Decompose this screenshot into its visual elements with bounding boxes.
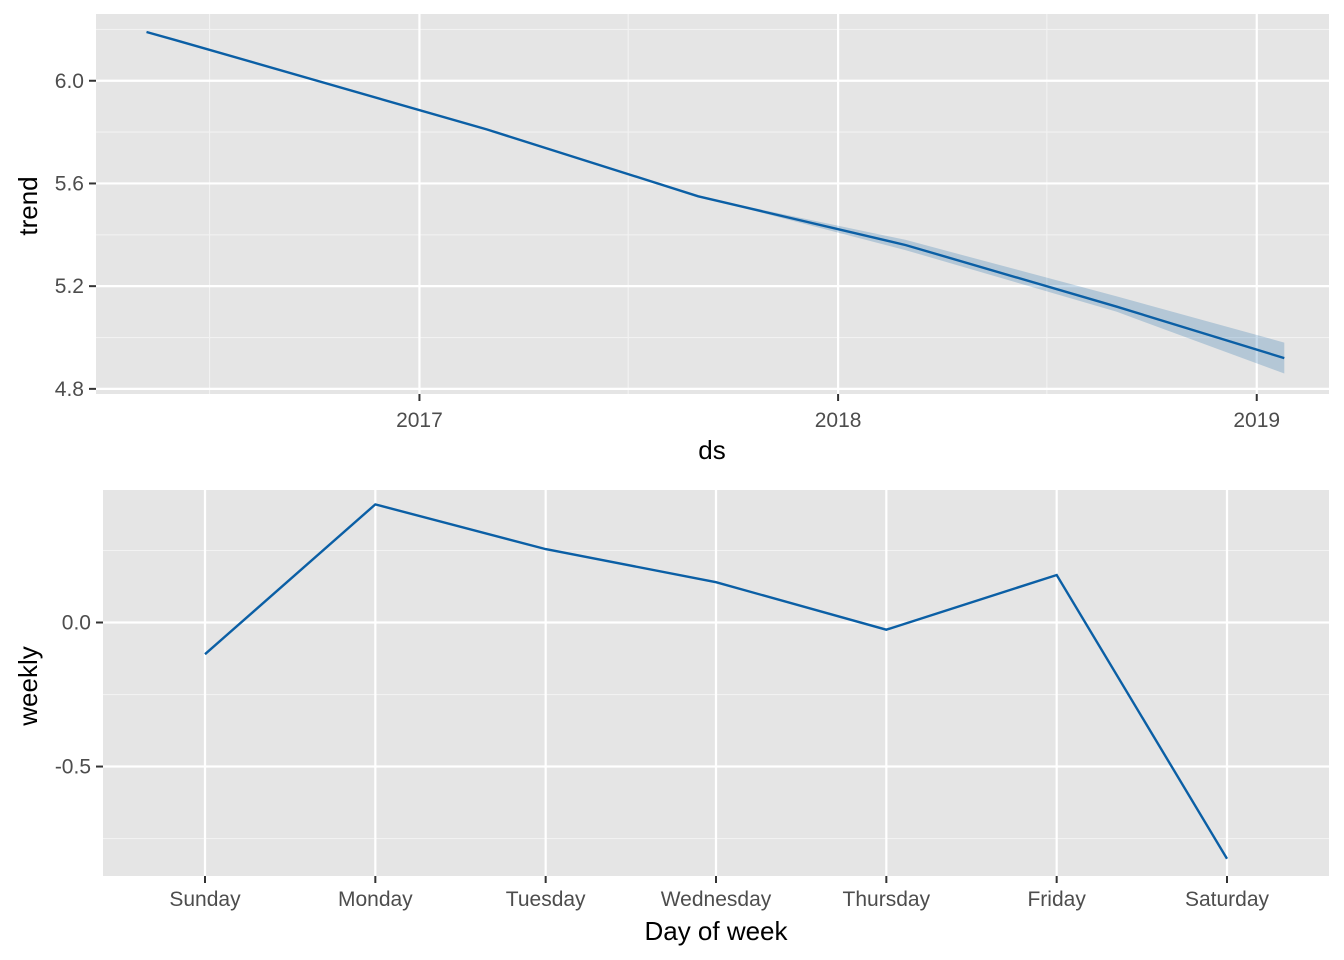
trend-x-tick-label: 2018 <box>815 409 862 432</box>
trend-panel: 2017 2018 2019 4.8 5.2 5.6 6.0 ds trend <box>13 14 1329 465</box>
weekly-x-tick-label: Wednesday <box>661 888 772 911</box>
trend-gridlines <box>96 14 1329 394</box>
weekly-x-axis-title: Day of week <box>644 916 788 946</box>
weekly-y-tick-label: 0.0 <box>62 612 91 635</box>
trend-x-tick-label: 2019 <box>1233 409 1280 432</box>
trend-axis-ticks: 2017 2018 2019 4.8 5.2 5.6 6.0 <box>55 70 1280 432</box>
weekly-y-axis-title: weekly <box>13 646 43 726</box>
weekly-x-tick-label: Monday <box>338 888 413 911</box>
weekly-line <box>204 503 1229 860</box>
weekly-panel: Sunday Monday Tuesday Wednesday Thursday Frid… <box>13 490 1329 946</box>
trend-y-tick-label: 6.0 <box>55 70 84 93</box>
weekly-x-tick-label: Tuesday <box>506 888 586 911</box>
weekly-x-tick-label: Sunday <box>169 888 241 911</box>
trend-x-tick-label: 2017 <box>396 409 443 432</box>
trend-y-tick-label: 5.6 <box>55 172 84 195</box>
trend-y-tick-label: 4.8 <box>55 378 84 401</box>
weekly-x-tick-label: Thursday <box>843 888 931 911</box>
trend-y-axis-title: trend <box>13 176 43 235</box>
trend-y-tick-label: 5.2 <box>55 275 84 298</box>
weekly-gridlines <box>103 490 1329 876</box>
weekly-axis-ticks: Sunday Monday Tuesday Wednesday Thursday Frid… <box>55 612 1270 911</box>
trend-line <box>146 30 1285 360</box>
trend-x-axis-title: ds <box>698 435 725 465</box>
weekly-y-tick-label: -0.5 <box>55 756 91 779</box>
weekly-x-tick-label: Saturday <box>1185 888 1270 911</box>
weekly-x-tick-label: Friday <box>1027 888 1086 911</box>
